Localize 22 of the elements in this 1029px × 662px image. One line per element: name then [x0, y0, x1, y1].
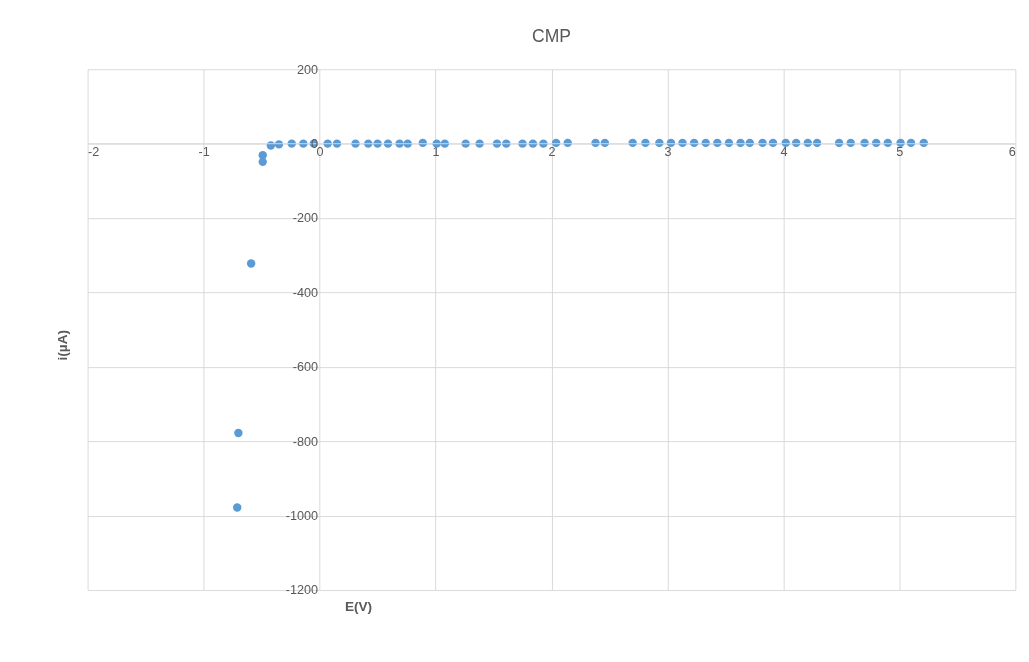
- y-tick-label: -600: [292, 360, 319, 375]
- point: [258, 150, 267, 160]
- x-tick-label: 4: [780, 144, 788, 159]
- y-tick-label: -200: [292, 211, 319, 226]
- y-tick-label: -800: [292, 434, 319, 449]
- y-tick-label: -1200: [285, 583, 319, 598]
- x-tick-label: -2: [88, 144, 100, 159]
- x-tick-label: -1: [198, 144, 210, 159]
- point: [246, 259, 256, 268]
- y-tick-label: -400: [292, 285, 319, 300]
- y-tick-label: 200: [297, 62, 319, 77]
- x-tick-label: 5: [896, 144, 904, 159]
- x-tick-label: 3: [664, 144, 672, 159]
- x-axis-title: E(V): [344, 599, 373, 615]
- point: [233, 503, 242, 512]
- x-tick-label: 1: [432, 144, 440, 159]
- x-tick-label: 6: [1008, 144, 1016, 159]
- y-tick-label: -1000: [285, 509, 319, 524]
- y-axis-title: i(µA): [55, 330, 71, 361]
- chart-title: CMP: [532, 25, 571, 46]
- point: [234, 428, 243, 438]
- x-tick-label: 2: [548, 144, 556, 159]
